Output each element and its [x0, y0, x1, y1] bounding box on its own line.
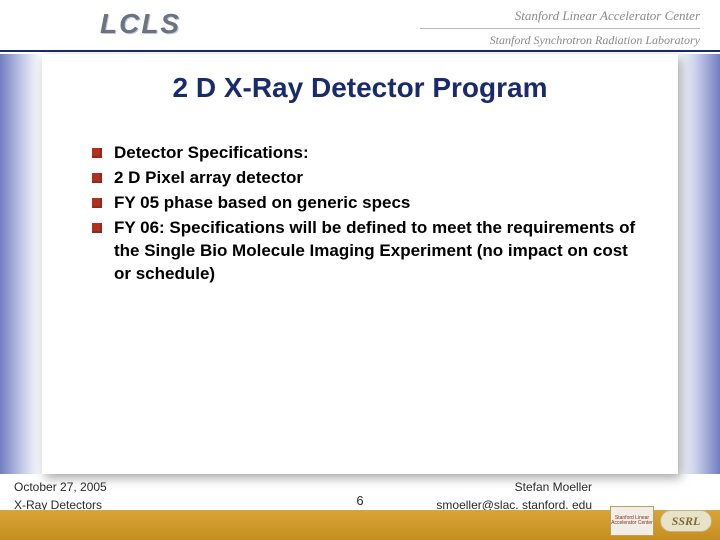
list-item: 2 D Pixel array detector [92, 167, 642, 190]
slide-footer: October 27, 2005 X-Ray Detectors 6 Stefa… [0, 476, 720, 540]
footer-author: Stefan Moeller [436, 478, 592, 496]
slide-title: 2 D X-Ray Detector Program [78, 72, 642, 104]
slac-mini-logo: Stanford Linear Accelerator Center [610, 506, 654, 536]
footer-date: October 27, 2005 [14, 478, 107, 496]
ssrl-badge-icon: SSRL [660, 510, 712, 532]
org-line-2: Stanford Synchrotron Radiation Laborator… [420, 31, 700, 49]
header-affiliations: Stanford Linear Accelerator Center Stanf… [420, 6, 700, 49]
list-item: Detector Specifications: [92, 142, 642, 165]
list-item: FY 06: Specifications will be defined to… [92, 217, 642, 286]
footer-left: October 27, 2005 X-Ray Detectors [14, 478, 107, 514]
org-line-1: Stanford Linear Accelerator Center [420, 6, 700, 26]
footer-right: Stefan Moeller smoeller@slac. stanford. … [436, 478, 592, 514]
bullet-list: Detector Specifications: 2 D Pixel array… [78, 142, 642, 286]
slide-body: 2 D X-Ray Detector Program Detector Spec… [42, 54, 678, 474]
header-divider [420, 28, 700, 29]
list-item: FY 05 phase based on generic specs [92, 192, 642, 215]
side-gradient-right [678, 54, 720, 474]
footer-logos: Stanford Linear Accelerator Center SSRL [610, 506, 712, 536]
lcls-logo: LCLS [100, 8, 181, 40]
footer-page-number: 6 [356, 493, 363, 508]
slide-header: LCLS Stanford Linear Accelerator Center … [0, 0, 720, 52]
side-gradient-left [0, 54, 42, 474]
